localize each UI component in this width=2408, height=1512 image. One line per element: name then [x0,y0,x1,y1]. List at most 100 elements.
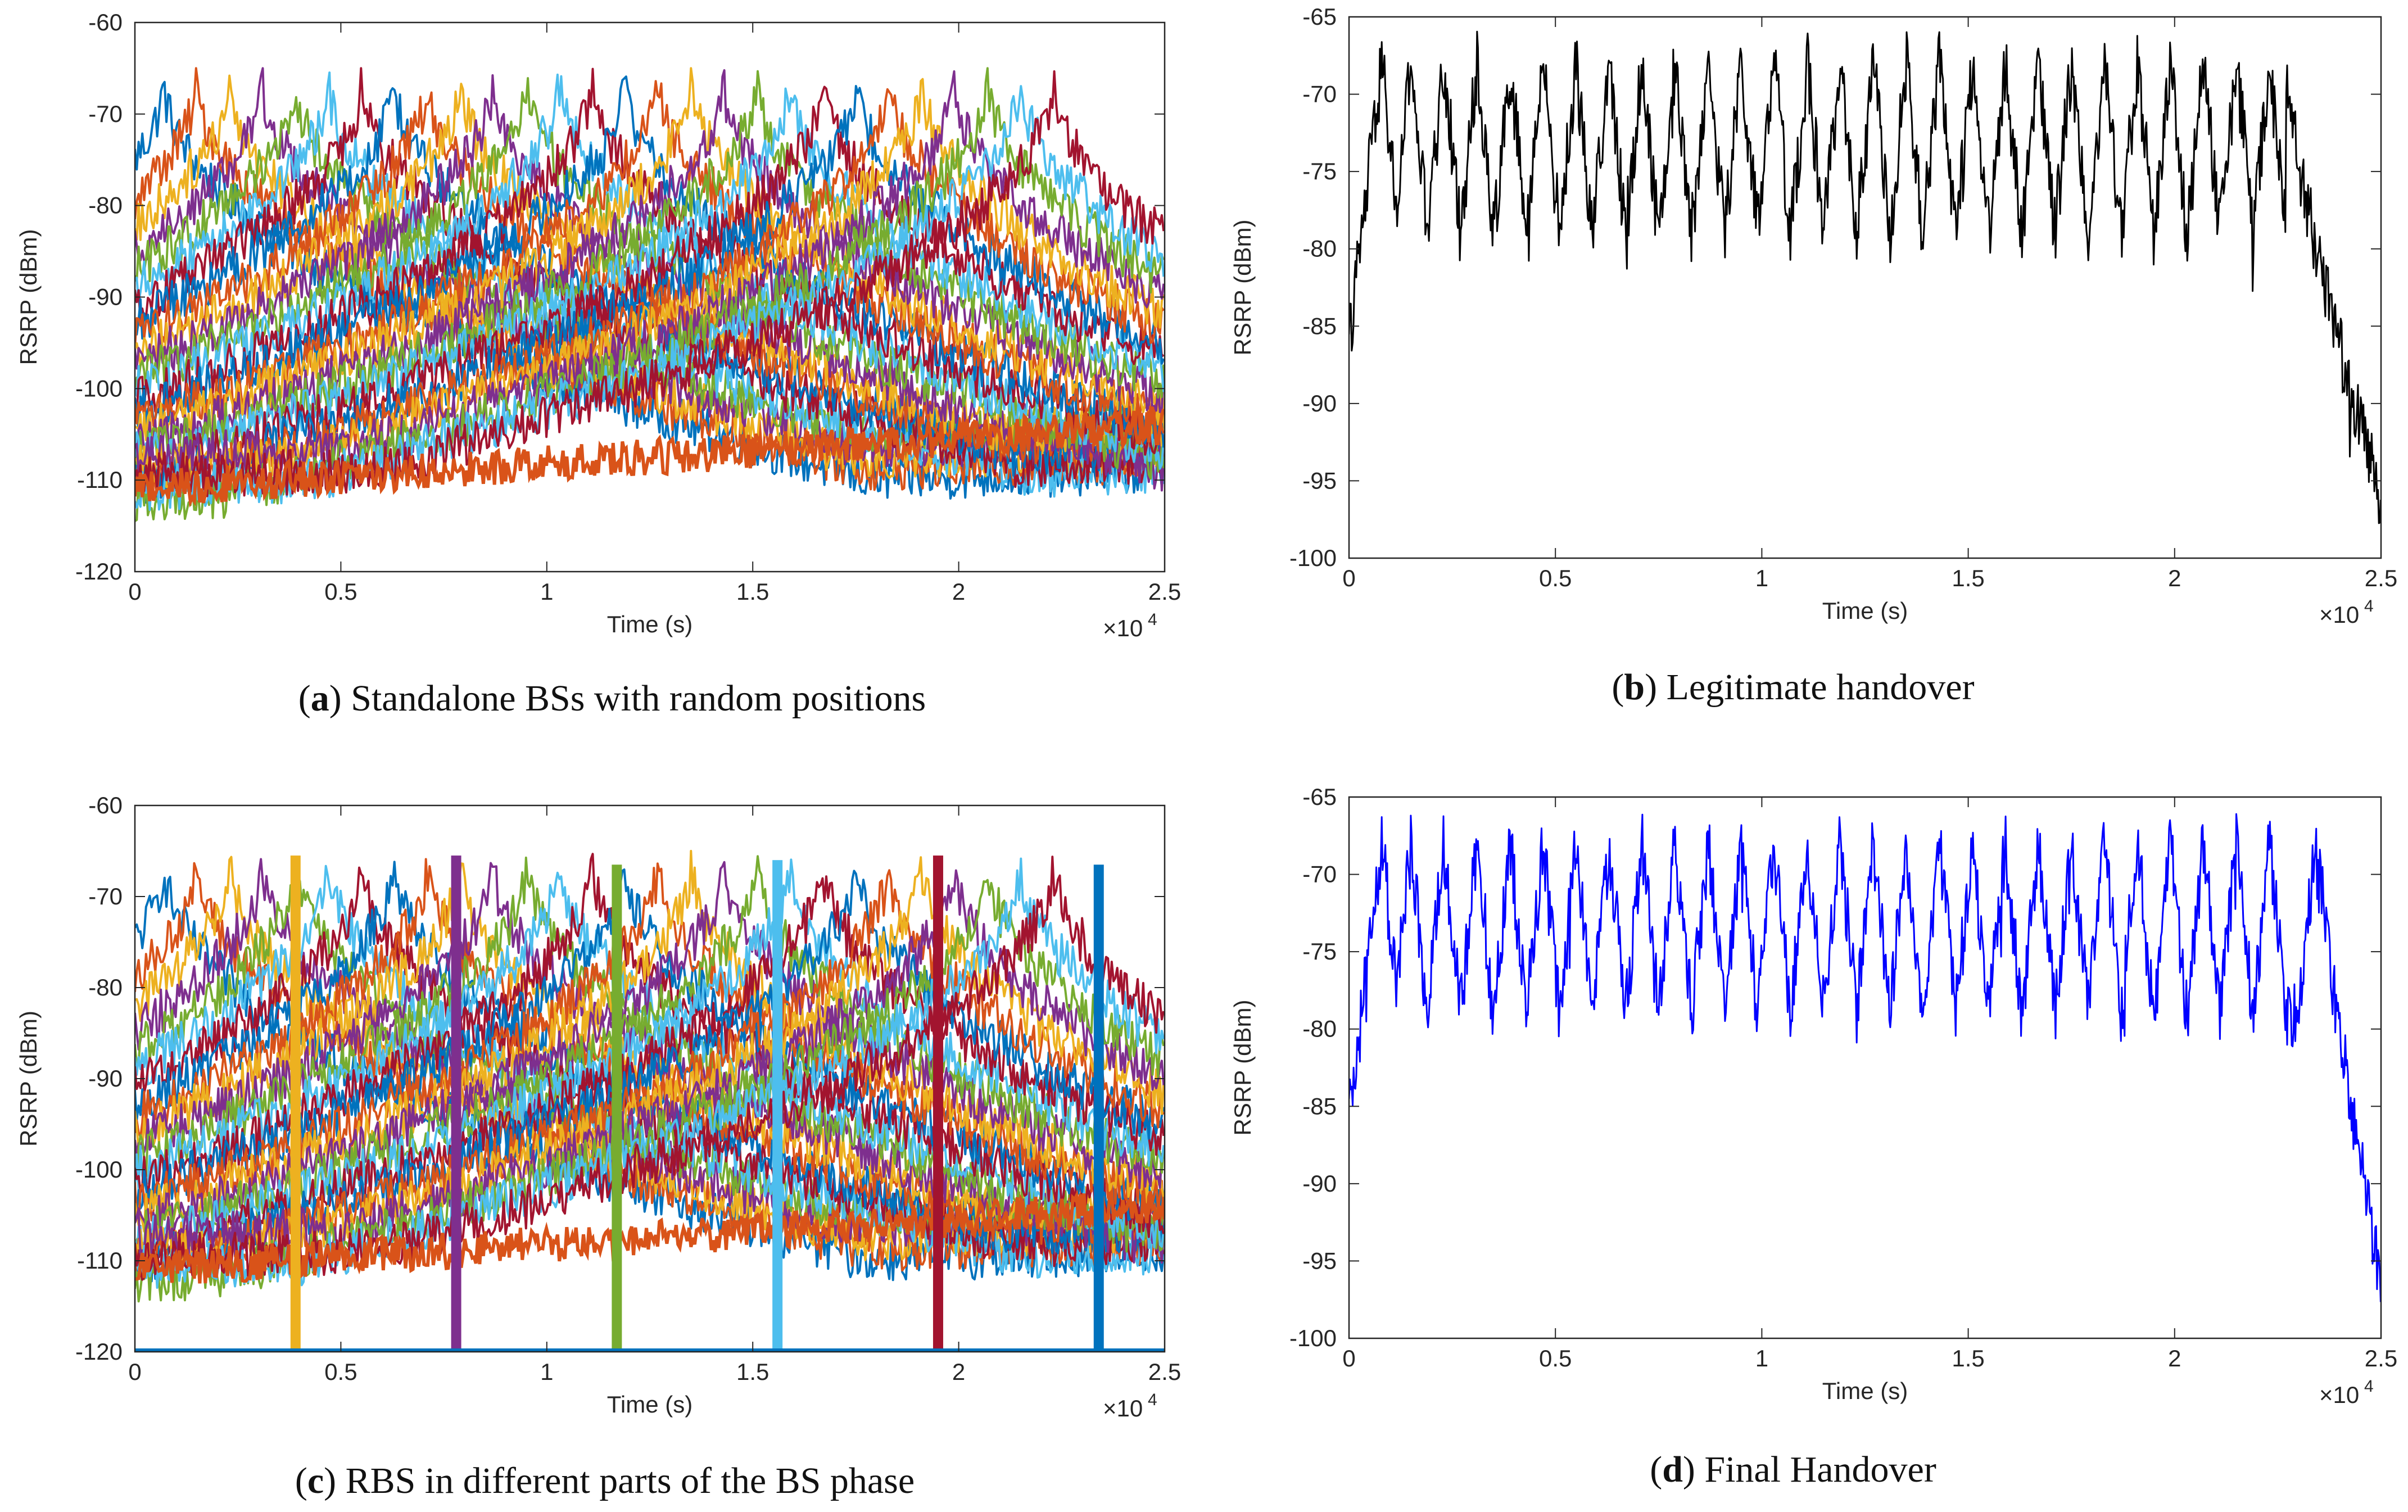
y-tick-label: -85 [1302,313,1337,339]
x-tick-label: 0 [1342,565,1355,591]
x-tick-label: 1 [540,1359,553,1385]
x-tick-label: 0.5 [324,578,357,605]
y-tick-label: -80 [88,192,123,219]
bs-series-floor [135,1188,1165,1284]
y-tick-label: -100 [1289,1325,1337,1351]
plot-data [135,850,1165,1352]
plot-area [1349,797,2381,1338]
bs-series-16 [135,80,1165,434]
plot-data [1349,30,2381,524]
x-tick-label: 1.5 [736,1359,769,1385]
y-tick-label: -65 [1302,784,1337,810]
x-tick-label: 2 [952,578,965,605]
y-tick-label: -110 [77,1247,123,1274]
plot-data [135,67,1165,522]
y-tick-label: -70 [1302,861,1337,888]
y-tick-label: -90 [1302,390,1337,417]
x-multiplier: ×10 [2319,1382,2359,1408]
x-axis-label: Time (s) [607,1391,692,1418]
chart-a: 0 0.5 1 1.5 2 2.5 -60 -70 -80 -90 -100 -110 -120 Time… [15,9,1181,641]
y-tick-label: -100 [1289,545,1337,571]
rbs-tower-1 [290,855,301,1352]
caption-a: (a) Standalone BSs with random positions [298,678,926,719]
y-axis-label: RSRP (dBm) [1229,1000,1256,1136]
y-tick-label: -100 [75,1156,123,1183]
y-tick-label: -120 [75,558,123,585]
y-tick-label: -70 [1302,81,1337,107]
bs-series-25 [135,869,1165,1258]
x-tick-label: 0.5 [324,1359,357,1385]
x-tick-label: 2 [2168,565,2181,591]
bs-series-22 [135,870,1165,1283]
y-tick-label: -120 [75,1338,123,1365]
y-axis-label: RSRP (dBm) [15,229,42,365]
plot-area [1349,17,2381,558]
bs-series-11 [135,74,1165,492]
y-tick-label: -95 [1302,467,1337,494]
y-tick-label: -60 [88,9,123,35]
chart-c: 0 0.5 1 1.5 2 2.5 -60 -70 -80 -90 -100 -110 -120 Time… [15,792,1181,1422]
x-multiplier-exponent: 4 [2364,597,2374,615]
x-axis-label: Time (s) [1822,597,1908,624]
bs-series-20 [135,87,1165,477]
bs-series-12 [135,77,1165,480]
chart-d: 0 0.5 1 1.5 2 2.5 -65 -70 -75 -80 -85 -90 -95 -100 Tim… [1229,784,2397,1408]
x-tick-label: 1 [540,578,553,605]
caption-d: (d) Final Handover [1650,1449,1936,1490]
x-tick-label: 2.5 [2365,1345,2397,1371]
x-multiplier: ×10 [2319,601,2359,628]
x-multiplier: ×10 [1103,1395,1143,1422]
bs-series-14 [135,67,1165,456]
y-tick-label: -90 [88,1065,123,1092]
rbs-tower-5 [933,855,943,1352]
x-axis-label: Time (s) [607,611,692,637]
y-tick-label: -95 [1302,1247,1337,1274]
bs-series-19 [135,70,1165,476]
y-tick-label: -110 [77,467,123,493]
x-tick-label: 0.5 [1539,565,1572,591]
x-tick-label: 2.5 [1148,1359,1181,1385]
rsrp-trace [1349,30,2381,524]
bs-series-13 [135,73,1165,470]
y-axis-label: RSRP (dBm) [15,1011,42,1147]
x-tick-label: 0 [1342,1345,1355,1371]
y-tick-label: -80 [88,974,123,1001]
x-tick-label: 0 [128,1359,141,1385]
x-tick-label: 2 [952,1359,965,1385]
x-tick-label: 2.5 [1148,578,1181,605]
x-multiplier-exponent: 4 [2364,1377,2374,1396]
plot-frame [1348,796,2382,1339]
plot-frame [1348,16,2382,559]
caption-b: (b) Legitimate handover [1612,667,1975,708]
y-tick-label: -60 [88,792,123,818]
x-multiplier-exponent: 4 [1148,610,1157,629]
bs-series-20 [135,858,1165,1258]
rsrp-trace [1349,813,2381,1302]
x-tick-label: 0 [128,578,141,605]
y-tick-label: -100 [75,375,123,401]
x-tick-label: 1.5 [1952,1345,1984,1371]
y-tick-label: -75 [1302,938,1337,965]
rbs-tower-4 [772,860,783,1352]
x-axis-label: Time (s) [1822,1378,1908,1404]
rbs-tower-6 [1093,864,1104,1352]
bs-series-18 [135,861,1165,1244]
y-tick-label: -70 [88,883,123,909]
y-tick-label: -65 [1302,3,1337,30]
x-tick-label: 1.5 [736,578,769,605]
x-tick-label: 1.5 [1952,565,1984,591]
y-tick-label: -80 [1302,236,1337,262]
x-multiplier: ×10 [1103,615,1143,641]
rbs-tower-2 [451,855,461,1352]
x-multiplier-exponent: 4 [1148,1391,1157,1409]
x-tick-label: 2.5 [2365,565,2397,591]
y-tick-label: -70 [88,101,123,127]
x-tick-label: 2 [2168,1345,2181,1371]
bs-series-15 [135,868,1165,1221]
x-tick-label: 1 [1755,1345,1768,1371]
bs-series-floor [135,405,1165,508]
y-tick-label: -90 [1302,1170,1337,1197]
plot-data [1349,813,2381,1302]
caption-c: (c) RBS in different parts of the BS pha… [295,1460,915,1501]
